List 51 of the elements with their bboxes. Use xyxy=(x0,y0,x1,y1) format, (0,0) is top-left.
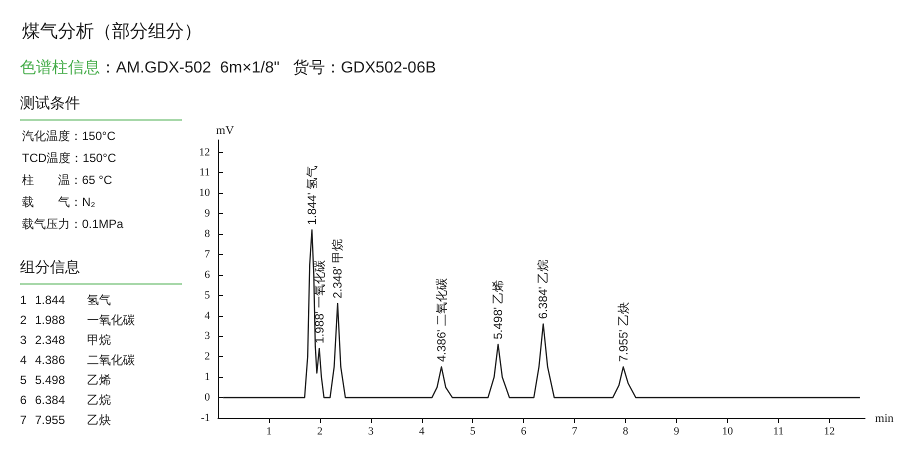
y-tick-label: 1 xyxy=(204,371,210,384)
y-tick-label: 6 xyxy=(204,268,210,281)
text: 组分信息 xyxy=(20,259,80,276)
y-tick-label: 8 xyxy=(204,228,210,240)
y-tick-label: 12 xyxy=(199,146,210,158)
y-tick-label: 7 xyxy=(204,248,210,260)
y-tick-label: 3 xyxy=(204,330,210,342)
x-tick-label: 5 xyxy=(470,426,476,438)
text: 6 6.384 乙烷 xyxy=(20,393,111,407)
y-tick-label: 9 xyxy=(204,208,210,220)
x-tick-label: 8 xyxy=(622,426,629,438)
x-tick-label: 3 xyxy=(368,426,374,438)
text: 5 5.498 乙烯 xyxy=(20,373,111,387)
chart-subtitle: 色谱柱信息：AM.GDX-502 6m×1/8" 货号：GDX502-06B xyxy=(20,58,436,76)
y-tick-label: 4 xyxy=(204,310,210,322)
annotation: 5.498' 乙烯 xyxy=(491,280,506,340)
text: TCD温度：150°C xyxy=(22,151,116,165)
annotation: 7.955' 乙炔 xyxy=(616,302,630,362)
y-tick-label: 11 xyxy=(199,166,210,179)
y-tick-label: 5 xyxy=(204,289,210,302)
y-tick-label: -1 xyxy=(200,412,210,424)
y-tick-label: 2 xyxy=(204,350,210,363)
text: 7 7.955 乙炔 xyxy=(20,413,111,427)
annotation: 4.386' 二氧化碳 xyxy=(434,278,448,362)
x-tick-label: 2 xyxy=(317,426,323,438)
text: 2 1.988 一氧化碳 xyxy=(20,313,135,327)
x-tick-label: 12 xyxy=(824,426,835,438)
text: 3 2.348 甲烷 xyxy=(20,333,111,347)
x-tick-label: 11 xyxy=(773,426,784,438)
text: 载气压力：0.1MPa xyxy=(22,217,124,231)
text: 1 1.844 氢气 xyxy=(20,293,111,307)
x-tick-label: 6 xyxy=(520,426,527,438)
text: 柱 温：65 °C xyxy=(22,173,112,187)
chart-title: 煤气分析（部分组分） xyxy=(22,21,202,41)
x-tick-label: 4 xyxy=(419,426,426,438)
annotation: 2.348' 甲烷 xyxy=(330,238,345,299)
text: 载 气：N₂ xyxy=(22,195,96,209)
y-axis-title: mV xyxy=(216,123,234,137)
y-tick-label: 10 xyxy=(199,187,210,200)
annotation: 1.844' 氢气 xyxy=(304,165,319,225)
text: 测试条件 xyxy=(20,95,80,112)
annotation: 1.988' 一氧化碳 xyxy=(312,260,326,344)
text: 4 4.386 二氧化碳 xyxy=(20,353,135,367)
text: 汽化温度：150°C xyxy=(22,129,116,143)
x-tick-label: 10 xyxy=(722,426,734,438)
y-tick-label: 0 xyxy=(204,392,210,404)
x-tick-label: 1 xyxy=(266,426,272,438)
x-axis-title: min xyxy=(875,411,894,425)
annotation: 6.384' 乙烷 xyxy=(536,259,550,319)
x-tick-label: 7 xyxy=(572,426,578,438)
x-tick-label: 9 xyxy=(674,426,680,438)
